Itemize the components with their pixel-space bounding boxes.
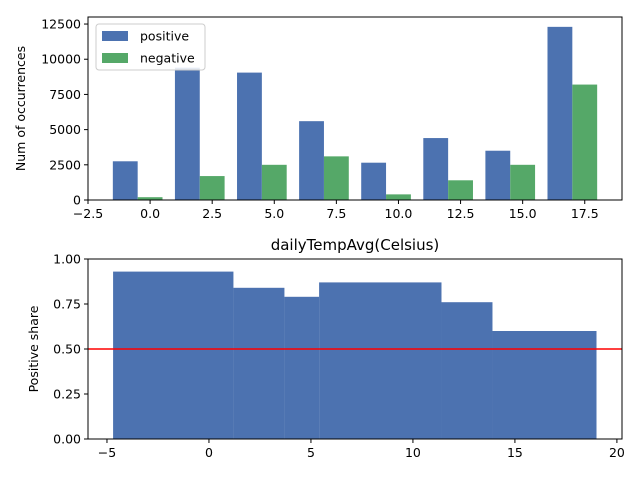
bar <box>361 162 387 200</box>
y-tick-label: 7500 <box>49 87 81 102</box>
y-axis-label: Num of occurrences <box>13 46 28 171</box>
bar <box>423 138 449 200</box>
bar <box>510 164 536 200</box>
y-axis-label: Positive share <box>26 305 41 392</box>
bar <box>299 121 324 200</box>
bar <box>323 156 349 200</box>
legend-label: negative <box>140 51 195 66</box>
bar <box>112 161 138 200</box>
y-tick-label: 5000 <box>49 122 81 137</box>
x-tick-label: 7.5 <box>326 206 346 221</box>
histogram-bar <box>319 282 442 439</box>
x-tick-label: 17.5 <box>571 206 599 221</box>
x-tick-label: 0.0 <box>140 206 160 221</box>
histogram-bar <box>441 302 493 439</box>
bar <box>137 197 163 200</box>
y-tick-label: 0.50 <box>53 342 81 357</box>
histogram-bar <box>113 271 234 439</box>
y-tick-label: 0 <box>73 193 81 208</box>
bar <box>237 72 262 200</box>
y-tick-label: 0.00 <box>53 432 81 447</box>
x-tick-label: 2.5 <box>202 206 222 221</box>
bar <box>386 194 411 200</box>
x-tick-label: 12.5 <box>447 206 475 221</box>
y-tick-label: 0.75 <box>53 297 81 312</box>
bar <box>199 176 225 200</box>
bar <box>261 164 287 200</box>
y-tick-label: 1.00 <box>53 252 81 267</box>
x-tick-label: 15.0 <box>509 206 537 221</box>
x-tick-label: 5 <box>307 445 315 460</box>
bar <box>485 150 511 200</box>
histogram-bar <box>284 296 320 439</box>
x-tick-label: 0 <box>205 445 213 460</box>
histogram-bar <box>233 287 285 439</box>
histogram-bar <box>492 331 597 439</box>
legend-swatch <box>102 31 128 41</box>
legend-label: positive <box>140 29 189 44</box>
x-tick-label: 5.0 <box>264 206 284 221</box>
y-tick-label: 2500 <box>49 157 81 172</box>
bar <box>547 26 573 200</box>
y-tick-label: 10000 <box>41 52 81 67</box>
y-tick-label: 0.25 <box>53 387 81 402</box>
y-tick-label: 12500 <box>41 17 81 32</box>
bar <box>174 67 200 200</box>
bar <box>448 180 473 200</box>
x-tick-label: −5 <box>98 445 116 460</box>
x-tick-label: −2.5 <box>73 206 103 221</box>
x-tick-label: 10.0 <box>385 206 413 221</box>
legend-swatch <box>102 53 128 63</box>
x-tick-label: 10 <box>405 445 421 460</box>
x-tick-label: 15 <box>507 445 523 460</box>
chart-title: dailyTempAvg(Celsius) <box>271 236 440 254</box>
legend: positive negative <box>95 23 206 71</box>
x-tick-label: 20 <box>609 445 625 460</box>
axes-frame <box>87 16 623 201</box>
bar <box>572 84 598 200</box>
